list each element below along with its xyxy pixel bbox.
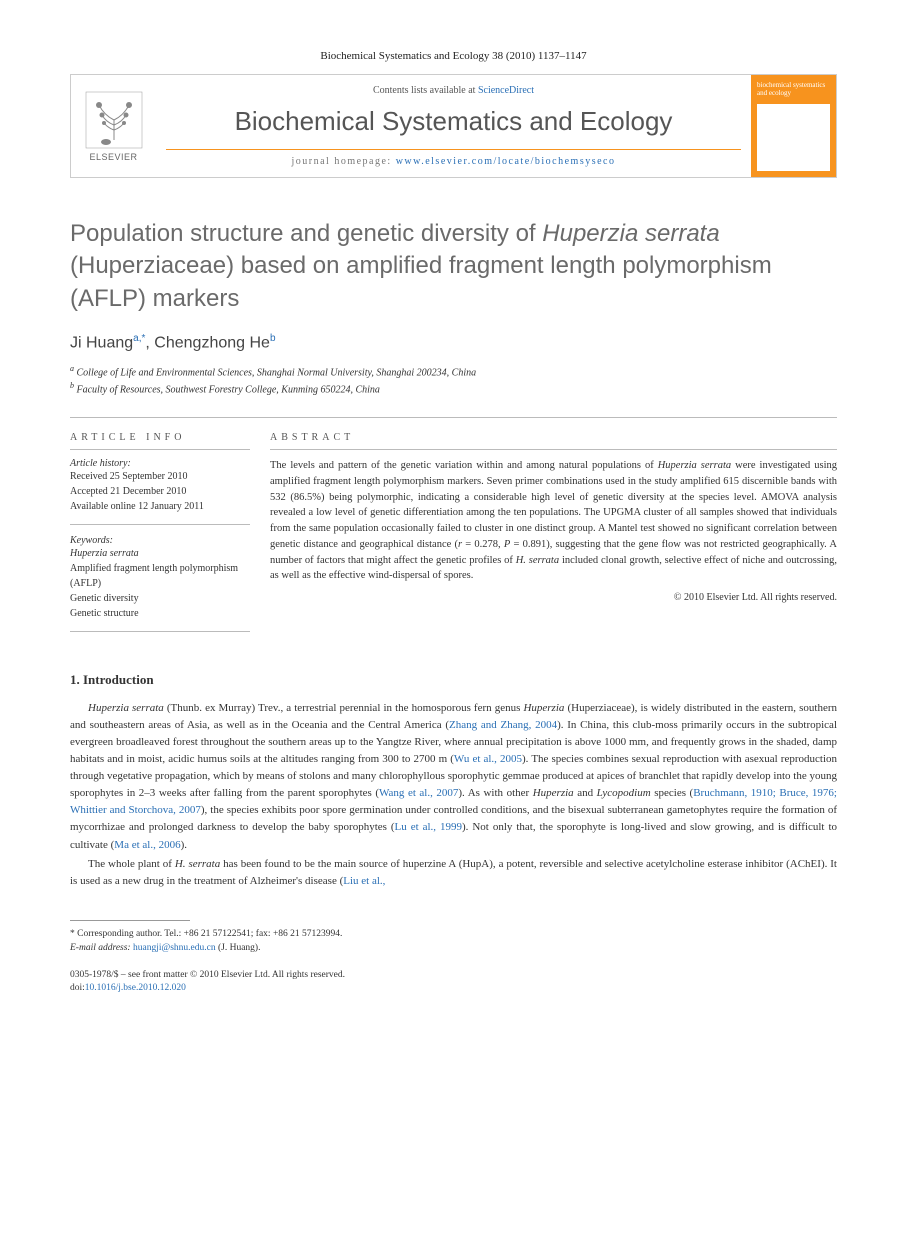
cover-thumb-image: [757, 104, 830, 171]
email-line: E-mail address: huangji@shnu.edu.cn (J. …: [70, 941, 837, 955]
keywords-label: Keywords:: [70, 535, 250, 546]
article-history-block: Article history: Received 25 September 2…: [70, 458, 250, 525]
author-1-name: Ji Huang: [70, 335, 133, 352]
abstract-heading: ABSTRACT: [270, 432, 837, 450]
doi-line: doi:10.1016/j.bse.2010.12.020: [70, 982, 837, 995]
footer-separator: [70, 920, 190, 921]
elsevier-label: ELSEVIER: [89, 152, 137, 162]
abstract-column: ABSTRACT The levels and pattern of the g…: [270, 432, 837, 642]
homepage-prefix: journal homepage:: [292, 156, 396, 167]
p1-t3: Huperzia: [523, 702, 564, 714]
title-part3: (Huperziaceae) based on amplified fragme…: [70, 252, 772, 311]
received-line: Received 25 September 2010: [70, 469, 250, 484]
abs-it1: Huperzia serrata: [658, 460, 731, 471]
affiliation-b-text: Faculty of Resources, Southwest Forestry…: [77, 384, 380, 395]
keyword-1: Huperzia serrata: [70, 546, 250, 561]
doi-link[interactable]: 10.1016/j.bse.2010.12.020: [85, 983, 186, 993]
article-title: Population structure and genetic diversi…: [70, 218, 837, 315]
ref-lu-1999[interactable]: Lu et al., 1999: [395, 821, 462, 833]
abs-p3: = 0.278,: [462, 539, 504, 550]
author-1-aff: a,: [133, 333, 141, 344]
contents-line: Contents lists available at ScienceDirec…: [156, 85, 751, 96]
doi-footer: 0305-1978/$ – see front matter © 2010 El…: [70, 969, 837, 996]
p2-t2: H. serrata: [175, 858, 220, 870]
homepage-link[interactable]: www.elsevier.com/locate/biochemsyseco: [396, 156, 616, 167]
cover-thumb-title: biochemical systematics and ecology: [757, 81, 830, 98]
title-species: Huperzia serrata: [542, 220, 719, 247]
journal-header: Biochemical Systematics and Ecology 38 (…: [70, 50, 837, 62]
abstract-copyright: © 2010 Elsevier Ltd. All rights reserved…: [270, 592, 837, 603]
keyword-3: Genetic diversity: [70, 591, 250, 606]
section-1-heading: 1. Introduction: [70, 672, 837, 688]
corresponding-footer: * Corresponding author. Tel.: +86 21 571…: [70, 927, 837, 956]
email-link[interactable]: huangji@shnu.edu.cn: [133, 943, 216, 953]
affiliation-a-text: College of Life and Environmental Scienc…: [77, 367, 477, 378]
p1-t10: Lycopodium: [597, 787, 651, 799]
ref-wu-2005[interactable]: Wu et al., 2005: [454, 753, 522, 765]
abs-p2: were investigated using amplified fragme…: [270, 460, 837, 550]
email-label: E-mail address:: [70, 943, 131, 953]
affiliation-a: a College of Life and Environmental Scie…: [70, 363, 837, 380]
keywords-block: Keywords: Huperzia serrata Amplified fra…: [70, 535, 250, 632]
ref-zhang-2004[interactable]: Zhang and Zhang, 2004: [449, 719, 557, 731]
header-box: ELSEVIER Contents lists available at Sci…: [70, 74, 837, 178]
elsevier-logo: ELSEVIER: [71, 75, 156, 177]
author-sep: ,: [145, 335, 154, 352]
ref-ma-2006[interactable]: Ma et al., 2006: [114, 839, 180, 851]
p1-t1: Huperzia serrata: [88, 702, 164, 714]
intro-para-2: The whole plant of H. serrata has been f…: [70, 856, 837, 890]
email-suffix: (J. Huang).: [216, 943, 261, 953]
p1-t9: and: [574, 787, 597, 799]
affiliation-b: b Faculty of Resources, Southwest Forest…: [70, 380, 837, 397]
info-abstract-row: ARTICLE INFO Article history: Received 2…: [70, 417, 837, 642]
affiliations: a College of Life and Environmental Scie…: [70, 363, 837, 398]
contents-prefix: Contents lists available at: [373, 85, 478, 96]
ref-wang-2007[interactable]: Wang et al., 2007: [379, 787, 458, 799]
authors: Ji Huanga,*, Chengzhong Heb: [70, 333, 837, 352]
doi-prefix: doi:: [70, 983, 85, 993]
article-info-heading: ARTICLE INFO: [70, 432, 250, 450]
p1-t7: ). As with other: [458, 787, 532, 799]
abs-it4: H. serrata: [516, 555, 559, 566]
intro-para-1: Huperzia serrata (Thunb. ex Murray) Trev…: [70, 700, 837, 853]
author-2-aff: b: [270, 333, 276, 344]
elsevier-tree-icon: [84, 90, 144, 150]
keyword-2: Amplified fragment length polymorphism (…: [70, 561, 250, 591]
title-part1: Population structure and genetic diversi…: [70, 220, 542, 247]
history-label: Article history:: [70, 458, 250, 469]
abstract-text: The levels and pattern of the genetic va…: [270, 458, 837, 584]
body-text: Huperzia serrata (Thunb. ex Murray) Trev…: [70, 700, 837, 890]
corr-label: * Corresponding author. Tel.: +86 21 571…: [70, 927, 837, 941]
cover-thumbnail: biochemical systematics and ecology: [751, 75, 836, 177]
p1-t11: species (: [651, 787, 694, 799]
keyword-4: Genetic structure: [70, 606, 250, 621]
p2-t1: The whole plant of: [88, 858, 175, 870]
header-center: Contents lists available at ScienceDirec…: [156, 75, 751, 177]
p1-t2: (Thunb. ex Murray) Trev., a terrestrial …: [164, 702, 524, 714]
accepted-line: Accepted 21 December 2010: [70, 484, 250, 499]
abs-p1: The levels and pattern of the genetic va…: [270, 460, 658, 471]
online-line: Available online 12 January 2011: [70, 499, 250, 514]
article-info: ARTICLE INFO Article history: Received 2…: [70, 432, 270, 642]
p1-t14: ).: [181, 839, 187, 851]
sciencedirect-link[interactable]: ScienceDirect: [478, 85, 534, 96]
issn-line: 0305-1978/$ – see front matter © 2010 El…: [70, 969, 837, 982]
journal-title: Biochemical Systematics and Ecology: [156, 106, 751, 137]
p1-t8: Huperzia: [533, 787, 574, 799]
ref-liu[interactable]: Liu et al.,: [343, 875, 385, 887]
author-2-name: Chengzhong He: [154, 335, 270, 352]
homepage-line: journal homepage: www.elsevier.com/locat…: [166, 149, 741, 167]
